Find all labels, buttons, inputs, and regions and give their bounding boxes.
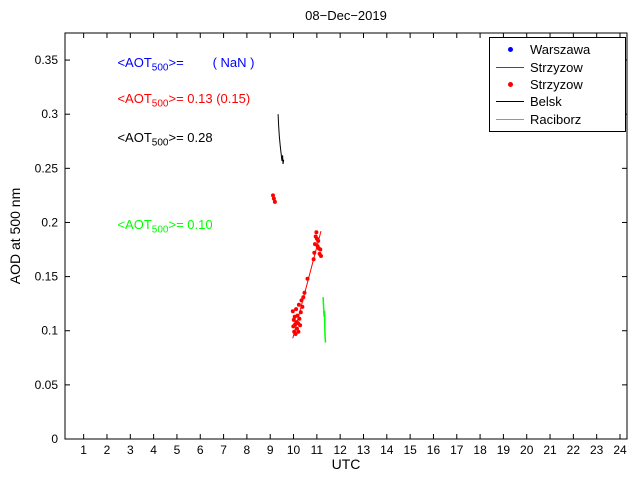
y-tick-label: 0.15 [35,270,59,284]
y-tick-label: 0 [51,432,58,446]
x-tick-label: 14 [380,443,394,457]
x-tick-label: 19 [497,443,511,457]
y-tick-label: 0.3 [41,107,58,121]
series-2-strzyzow [271,193,323,336]
x-tick-label: 22 [567,443,581,457]
x-tick-label: 24 [613,443,627,457]
y-axis-ticks: 0 0.05 0.1 0.15 0.2 0.25 0.3 0.35 [35,53,627,446]
series-3-belsk [277,114,285,165]
aot-annotation: <AOT500>= 0.10 [117,216,213,236]
axes-box [64,32,628,440]
aot-annotation: <AOT500>= ( NaN ) [117,55,255,74]
series-4-raciborz [322,297,327,343]
x-tick-label: 12 [333,443,347,457]
legend-label: Strzyzow [530,59,583,75]
legend-label: Raciborz [530,111,582,127]
x-tick-label: 9 [267,443,274,457]
legend: Warszawa Strzyzow Strzyzow Belsk Raciborz [489,37,626,132]
x-axis-ticks: 1 2 3 4 5 6 7 8 9 10 11 12 13 14 15 16 17 18 19 20 21 22 23 24 [80,33,627,457]
x-tick-label: 3 [127,443,134,457]
y-tick-label: 0.05 [35,378,59,392]
x-tick-label: 5 [174,443,181,457]
y-axis-label: AOD at 500 nm [7,187,23,285]
x-tick-label: 7 [220,443,227,457]
x-tick-label: 8 [244,443,251,457]
x-axis-label: UTC [331,456,361,472]
legend-dot-sample [490,47,530,53]
aot-annotation: <AOT500>= 0.13 (0.15) [117,90,251,110]
legend-line-sample [490,101,530,103]
aot-annotation: <AOT500>= 0.28 [117,129,213,149]
legend-label: Strzyzow [530,77,583,93]
x-tick-label: 11 [311,443,324,457]
legend-item: Strzyzow [490,76,625,93]
legend-line-sample [490,66,530,68]
legend-line-sample [490,118,530,120]
legend-item: Warszawa [490,41,625,58]
x-tick-label: 18 [473,443,487,457]
y-tick-label: 0.35 [35,53,59,67]
x-tick-label: 17 [450,443,464,457]
x-tick-label: 20 [520,443,534,457]
chart-title: 08−Dec−2019 [305,8,387,23]
x-tick-label: 6 [197,443,204,457]
y-tick-label: 0.2 [41,215,58,229]
x-tick-label: 16 [427,443,441,457]
x-tick-label: 10 [287,443,301,457]
x-tick-label: 2 [104,443,111,457]
legend-label: Belsk [530,94,562,110]
legend-item: Raciborz [490,111,625,128]
x-tick-label: 13 [357,443,371,457]
x-tick-label: 15 [403,443,417,457]
x-tick-label: 21 [543,443,557,457]
legend-item: Belsk [490,93,625,110]
legend-item: Strzyzow [490,58,625,75]
x-tick-label: 1 [80,443,87,457]
legend-dot-sample [490,82,530,88]
x-tick-label: 4 [150,443,157,457]
legend-label: Warszawa [530,42,591,58]
y-tick-label: 0.1 [41,324,58,338]
x-tick-label: 23 [590,443,604,457]
y-tick-label: 0.25 [35,161,59,175]
